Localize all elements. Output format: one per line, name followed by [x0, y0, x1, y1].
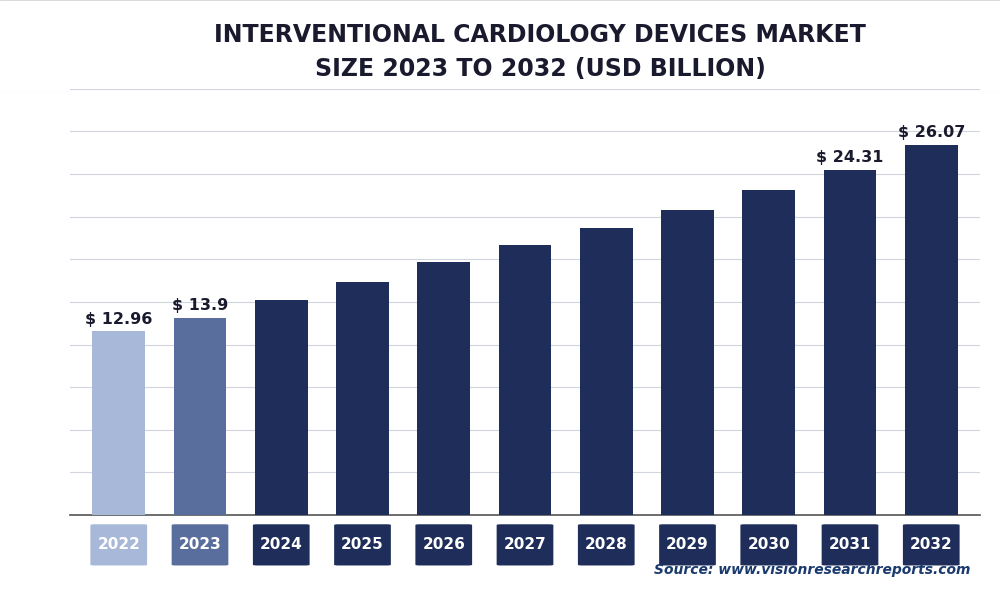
Text: 2027: 2027	[504, 538, 546, 552]
FancyBboxPatch shape	[253, 525, 310, 565]
Text: 2022: 2022	[97, 538, 140, 552]
Bar	[499, 245, 551, 515]
Bar	[661, 210, 714, 515]
Text: INTERVENTIONAL CARDIOLOGY DEVICES MARKET: INTERVENTIONAL CARDIOLOGY DEVICES MARKET	[214, 23, 866, 47]
Bar	[905, 144, 958, 515]
Text: $ 12.96: $ 12.96	[85, 311, 152, 327]
Text: $ 26.07: $ 26.07	[898, 126, 965, 140]
FancyBboxPatch shape	[497, 525, 553, 565]
Bar	[742, 189, 795, 515]
Text: 2024: 2024	[260, 538, 303, 552]
Text: 2028: 2028	[585, 538, 628, 552]
Text: 2023: 2023	[179, 538, 221, 552]
Text: 2031: 2031	[829, 538, 871, 552]
FancyBboxPatch shape	[90, 525, 147, 565]
Text: Source: www.visionresearchreports.com: Source: www.visionresearchreports.com	[654, 563, 970, 577]
Text: 2025: 2025	[341, 538, 384, 552]
FancyBboxPatch shape	[740, 525, 797, 565]
FancyBboxPatch shape	[659, 525, 716, 565]
FancyBboxPatch shape	[172, 525, 228, 565]
Bar	[92, 331, 145, 515]
FancyBboxPatch shape	[578, 525, 635, 565]
Bar	[580, 228, 633, 515]
Bar	[336, 282, 389, 515]
Bar	[174, 317, 226, 515]
Text: 2032: 2032	[910, 538, 953, 552]
Text: 2026: 2026	[422, 538, 465, 552]
Bar	[417, 262, 470, 515]
FancyBboxPatch shape	[415, 525, 472, 565]
Text: SIZE 2023 TO 2032 (USD BILLION): SIZE 2023 TO 2032 (USD BILLION)	[315, 57, 765, 81]
FancyBboxPatch shape	[903, 525, 960, 565]
Bar	[255, 301, 308, 515]
Text: 2030: 2030	[747, 538, 790, 552]
Bar	[824, 170, 876, 515]
FancyBboxPatch shape	[822, 525, 878, 565]
Text: $ 13.9: $ 13.9	[172, 298, 228, 313]
Text: $ 24.31: $ 24.31	[816, 150, 884, 165]
Text: 2029: 2029	[666, 538, 709, 552]
FancyBboxPatch shape	[334, 525, 391, 565]
